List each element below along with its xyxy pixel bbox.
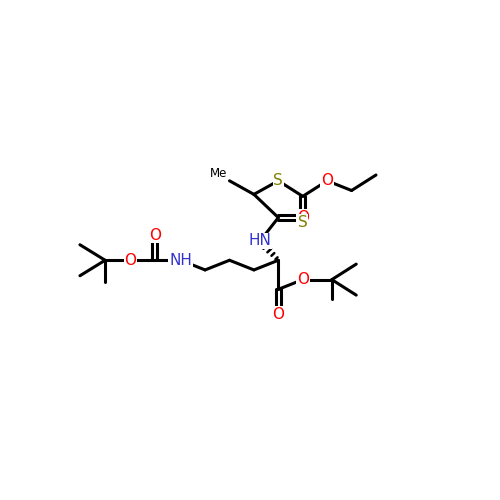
Text: O: O: [124, 253, 136, 268]
Text: S: S: [274, 174, 283, 188]
Text: Me: Me: [210, 166, 228, 179]
Text: O: O: [272, 307, 284, 322]
Text: NH: NH: [169, 253, 192, 268]
Text: O: O: [297, 272, 309, 287]
Text: O: O: [297, 210, 309, 225]
Text: O: O: [148, 228, 160, 242]
Text: O: O: [321, 174, 333, 188]
Text: HN: HN: [248, 234, 272, 248]
Text: S: S: [298, 215, 308, 230]
